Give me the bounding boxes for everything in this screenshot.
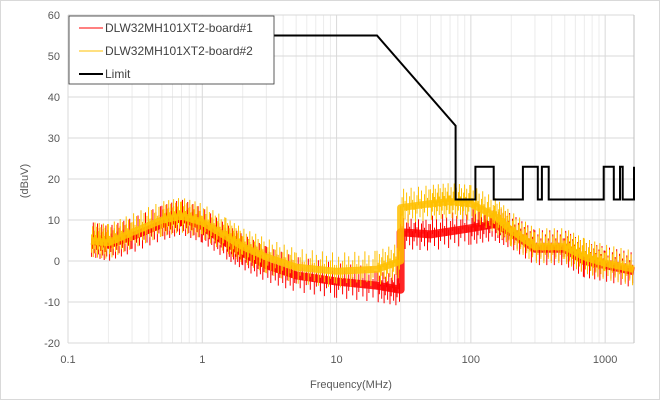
legend-box: [68, 15, 275, 85]
x-tick-label: 1: [199, 354, 205, 366]
x-tick-label: 0.1: [60, 354, 75, 366]
y-tick-label: -10: [44, 297, 60, 309]
limit-line: [91, 34, 635, 201]
x-tick-label: 1000: [593, 354, 617, 366]
legend-label-board1: DLW32MH101XT2-board#1: [105, 21, 253, 35]
y-axis-label: (dBuV): [19, 164, 31, 198]
x-tick-label: 10: [330, 354, 342, 366]
x-axis-label: Frequency(MHz): [310, 379, 392, 391]
y-tick-label: -20: [44, 338, 60, 350]
series-layer: [90, 34, 635, 306]
y-tick-label: 50: [48, 51, 60, 63]
series-noise-2: [91, 183, 634, 288]
y-tick-label: 40: [48, 92, 60, 104]
y-tick-label: 30: [48, 133, 60, 145]
y-tick-label: 60: [48, 10, 60, 22]
y-tick-label: 10: [48, 215, 60, 227]
x-tick-label: 100: [462, 354, 480, 366]
y-tick-label: 20: [48, 174, 60, 186]
legend-label-limit: Limit: [105, 67, 131, 81]
tick-labels: -20 -10 0 10 20 30 40 50 60 0.1 1 10 100 1000: [44, 10, 617, 366]
legend-label-board2: DLW32MH101XT2-board#2: [105, 44, 253, 58]
y-tick-label: 0: [54, 256, 60, 268]
legend: DLW32MH101XT2-board#1 DLW32MH101XT2-boar…: [68, 15, 275, 85]
